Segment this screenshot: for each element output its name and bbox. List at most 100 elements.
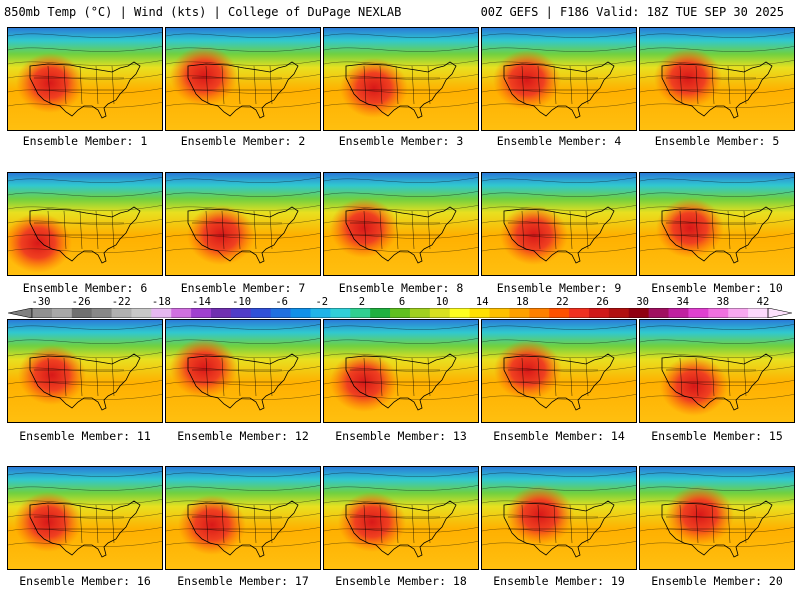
colorbar-swatch <box>549 308 570 318</box>
colorbar-swatch <box>588 308 610 318</box>
colorbar-tick-label: -10 <box>232 296 252 308</box>
ensemble-member-map <box>165 172 321 276</box>
ensemble-member-label: Ensemble Member: 14 <box>493 429 625 443</box>
colorbar-swatch <box>131 308 152 318</box>
ensemble-member-label: Ensemble Member: 3 <box>338 134 464 148</box>
ensemble-member-map <box>165 27 321 131</box>
colorbar-tick-label: 42 <box>756 296 770 308</box>
colorbar-swatch <box>350 308 371 318</box>
colorbar-tick-label: -14 <box>191 296 211 308</box>
ensemble-member-map <box>165 319 321 423</box>
colorbar-max-arrow <box>767 308 792 318</box>
ensemble-member-label: Ensemble Member: 18 <box>335 574 467 588</box>
colorbar-swatch <box>211 308 232 318</box>
colorbar-swatch <box>71 308 93 318</box>
colorbar-tick-label: 14 <box>475 296 489 308</box>
colorbar-swatch <box>91 308 113 318</box>
ensemble-member-map <box>481 172 637 276</box>
colorbar-swatch <box>509 308 530 318</box>
colorbar-tick-label: 18 <box>516 296 529 308</box>
ensemble-member-map <box>639 172 795 276</box>
ensemble-member-label: Ensemble Member: 16 <box>19 574 151 588</box>
ensemble-member-map <box>639 466 795 570</box>
map-title: 850mb Temp (°C) | Wind (kts) | College o… <box>4 5 402 19</box>
colorbar-swatch <box>270 308 292 318</box>
ensemble-member-label: Ensemble Member: 4 <box>496 134 622 148</box>
colorbar-swatch <box>409 308 431 318</box>
colorbar-swatch <box>449 308 471 318</box>
colorbar-tick-label: -2 <box>315 296 329 308</box>
ensemble-member-map <box>481 27 637 131</box>
colorbar-swatch <box>708 308 729 318</box>
ensemble-member-map <box>7 172 163 276</box>
colorbar-swatch <box>310 308 331 318</box>
ensemble-member-label: Ensemble Member: 15 <box>651 429 783 443</box>
colorbar-tick-label: 34 <box>676 296 690 308</box>
ensemble-member-label: Ensemble Member: 2 <box>180 134 306 148</box>
ensemble-member-map <box>481 319 637 423</box>
colorbar-tick-label: -6 <box>275 296 288 308</box>
ensemble-member-label: Ensemble Member: 10 <box>651 281 783 295</box>
colorbar-swatch <box>390 308 411 318</box>
colorbar-swatch <box>290 308 311 318</box>
ensemble-member-map <box>639 27 795 131</box>
colorbar-swatch <box>230 308 252 318</box>
colorbar-swatch <box>330 308 351 318</box>
colorbar-swatch <box>628 308 650 318</box>
ensemble-member-label: Ensemble Member: 11 <box>19 429 151 443</box>
ensemble-member-label: Ensemble Member: 13 <box>335 429 467 443</box>
ensemble-member-map <box>323 172 479 276</box>
ensemble-member-map <box>323 27 479 131</box>
colorbar-swatch <box>171 308 192 318</box>
colorbar-swatch <box>469 308 491 318</box>
ensemble-member-label: Ensemble Member: 1 <box>22 134 148 148</box>
colorbar-tick-label: -30 <box>31 296 51 308</box>
colorbar-tick-label: -26 <box>71 296 91 308</box>
colorbar-swatch <box>668 308 689 318</box>
ensemble-member-label: Ensemble Member: 8 <box>338 281 464 295</box>
ensemble-member-label: Ensemble Member: 5 <box>654 134 780 148</box>
ensemble-member-map <box>323 319 479 423</box>
colorbar-swatch <box>688 308 709 318</box>
colorbar-swatch <box>32 308 53 318</box>
colorbar-tick-label: 22 <box>556 296 569 308</box>
ensemble-member-label: Ensemble Member: 20 <box>651 574 783 588</box>
ensemble-member-map <box>639 319 795 423</box>
ensemble-member-label: Ensemble Member: 19 <box>493 574 625 588</box>
colorbar-swatch <box>529 308 550 318</box>
ensemble-member-label: Ensemble Member: 9 <box>496 281 622 295</box>
colorbar-tick-label: 26 <box>596 296 609 308</box>
ensemble-member-map <box>7 466 163 570</box>
colorbar-tick-label: 6 <box>398 296 406 308</box>
ensemble-member-label: Ensemble Member: 17 <box>177 574 309 588</box>
ensemble-member-map <box>7 27 163 131</box>
colorbar-swatch <box>608 308 630 318</box>
colorbar-swatch <box>489 308 510 318</box>
ensemble-member-map <box>165 466 321 570</box>
colorbar-swatch <box>191 308 212 318</box>
colorbar-swatch <box>429 308 451 318</box>
ensemble-member-label: Ensemble Member: 6 <box>22 281 148 295</box>
ensemble-member-label: Ensemble Member: 12 <box>177 429 309 443</box>
colorbar-swatch <box>569 308 590 318</box>
colorbar-tick-label: -18 <box>151 296 171 308</box>
colorbar-tick-label: 2 <box>358 296 366 308</box>
colorbar-tick-label: -22 <box>111 296 131 308</box>
colorbar-swatch <box>748 308 769 318</box>
model-run-info: 00Z GEFS | F186 Valid: 18Z TUE SEP 30 20… <box>480 5 784 19</box>
ensemble-member-map <box>7 319 163 423</box>
colorbar-swatch <box>370 308 391 318</box>
colorbar-swatch <box>111 308 132 318</box>
colorbar-min-arrow <box>8 308 33 318</box>
ensemble-member-map <box>481 466 637 570</box>
colorbar-tick-label: 10 <box>435 296 449 308</box>
colorbar-swatch <box>51 308 73 318</box>
colorbar-swatch <box>728 308 749 318</box>
temperature-colorbar <box>8 308 792 318</box>
colorbar-swatch <box>648 308 670 318</box>
colorbar-tick-label: 30 <box>636 296 649 308</box>
colorbar-swatch <box>250 308 272 318</box>
ensemble-member-label: Ensemble Member: 7 <box>180 281 306 295</box>
colorbar-tick-label: 38 <box>716 296 730 308</box>
colorbar-swatch <box>151 308 172 318</box>
